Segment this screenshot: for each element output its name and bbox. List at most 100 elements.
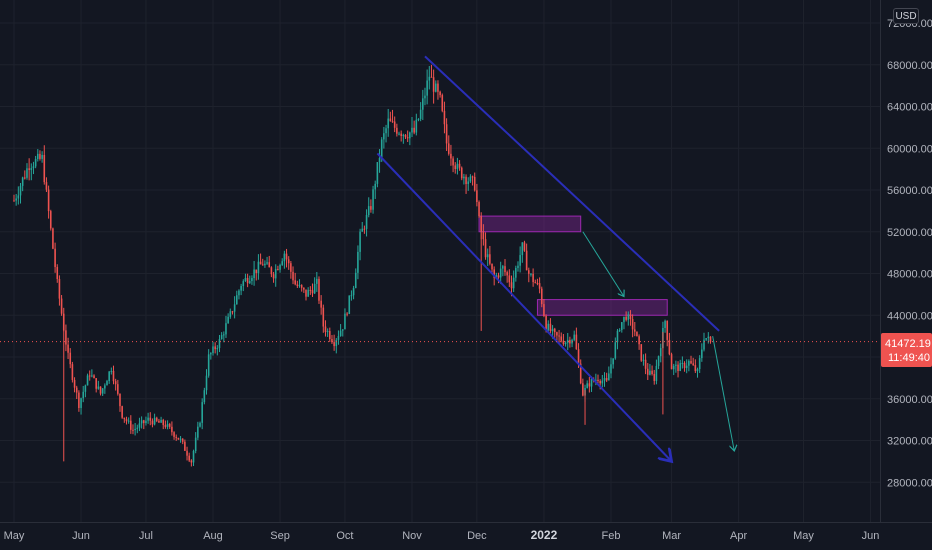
candle-body [274,268,277,279]
candle-body [352,288,355,296]
candle-body [690,361,692,364]
candle-body [86,375,89,386]
candle-body [523,242,526,251]
candle-body [655,365,658,381]
candle-body [508,275,511,283]
candle-body [147,417,149,421]
candle-body [540,288,543,305]
candle-body [181,438,184,442]
candle-body [316,278,318,284]
candle-body [140,420,143,424]
candle-body [588,383,591,387]
candle-body [510,282,513,289]
candle-body [186,450,188,456]
candle-body [608,373,610,381]
candle-body [406,137,409,139]
drawings[interactable] [478,215,668,316]
candle-body [670,354,673,370]
candle-body [242,281,245,286]
candle-body [335,339,338,347]
candle-body [292,271,294,281]
candle-body [212,346,214,354]
candle-body [162,419,165,426]
candle-body [599,381,601,384]
candle-body [471,176,474,178]
candle-body [173,432,175,437]
candle-body [123,417,126,420]
candle-body [564,342,567,345]
candle-body [400,133,402,136]
candle-body [49,211,52,229]
candle-body [413,127,415,133]
candle-body [259,261,262,265]
candle-body [294,280,296,285]
candle-body [675,364,677,366]
currency-badge[interactable]: USD [893,8,919,24]
candle-body [365,215,368,229]
candle-body [363,228,366,230]
candle-body [601,380,604,384]
candle-body [298,285,301,287]
y-tick-label: 64000.00 [887,102,932,114]
candle-body [612,358,614,365]
y-tick-label: 32000.00 [887,436,932,448]
candle-body [328,331,331,340]
candle-body [21,177,24,186]
candle-body [168,423,171,427]
y-tick-label: 60000.00 [887,143,932,155]
time-axis[interactable]: May Jun Jul Aug Sep Oct Nov Dec 2022 Feb Mar Apr May… [4,528,880,542]
candle-body [160,419,162,423]
candles [13,64,712,467]
candle-body [367,206,370,216]
candle-body [566,339,569,343]
candle-body [268,262,271,268]
candle-body [668,339,671,355]
candle-body [538,283,541,289]
candle-body [197,426,199,438]
candle-body [279,264,281,270]
candle-body [372,189,374,210]
candle-body [290,263,292,272]
candle-body [432,77,435,92]
candle-body [54,248,56,268]
candle-body [26,168,28,178]
y-tick-label: 56000.00 [887,185,932,197]
candle-body [47,189,50,212]
candle-body [339,330,342,337]
candle-body [192,450,195,463]
candle-body [597,379,599,382]
candle-body [322,307,325,327]
candle-body [709,336,712,342]
drawings-front[interactable] [0,55,880,461]
candle-body [454,165,457,170]
candle-body [309,289,312,291]
candle-body [672,365,675,370]
candle-body [32,166,35,169]
candle-body [177,437,180,440]
candle-body [138,423,141,428]
candle-body [424,95,426,99]
x-tick-label: Dec [467,530,487,542]
candle-body [28,168,30,170]
y-tick-label: 48000.00 [887,269,932,281]
candle-body [95,378,97,389]
candle-body [361,228,364,232]
candle-body [473,176,476,191]
candle-body [482,231,485,240]
candle-body [166,423,169,427]
candle-body [434,83,437,92]
candle-body [380,139,383,159]
candle-body [67,344,69,353]
candle-body [428,76,431,81]
channel-lower-line [376,152,671,461]
candle-body [337,336,340,340]
candle-body [75,387,78,393]
candle-body [344,313,346,330]
candle-body [346,313,348,315]
candle-body [149,417,152,421]
candle-body [73,379,76,388]
candle-body [705,338,707,340]
candle-body [296,284,299,287]
